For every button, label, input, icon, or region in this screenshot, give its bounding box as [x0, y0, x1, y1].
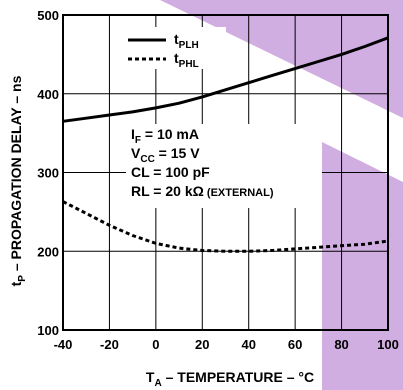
- decorative-panel-right: [322, 142, 403, 390]
- x-axis-label: TA – TEMPERATURE – °C: [146, 369, 314, 389]
- annotation-line: RL = 20 kΩ (EXTERNAL): [131, 183, 274, 199]
- y-tick-label: 200: [37, 244, 59, 259]
- x-tick-label: 40: [241, 337, 255, 352]
- annotation-background: [126, 124, 322, 208]
- x-tick-label: -40: [54, 337, 73, 352]
- series-line-tphl: [62, 200, 389, 253]
- annotation-line: VCC = 15 V: [131, 145, 200, 165]
- legend-label: tPHL: [174, 50, 199, 70]
- y-tick-label: 400: [37, 87, 59, 102]
- annotation-line: IF = 10 mA: [131, 126, 199, 146]
- legend-background: [122, 27, 226, 69]
- annotation-line: CL = 100 pF: [131, 164, 210, 180]
- x-tick-label: 100: [377, 337, 399, 352]
- x-tick-label: -20: [100, 337, 119, 352]
- y-axis-label: tP – PROPAGATION DELAY – ns: [8, 75, 28, 286]
- x-tick-label: 60: [288, 337, 302, 352]
- legend-label: tPLH: [174, 31, 199, 51]
- x-tick-label: 20: [195, 337, 209, 352]
- y-tick-label: 300: [37, 166, 59, 181]
- x-tick-label: 80: [334, 337, 348, 352]
- y-tick-label: 100: [37, 323, 59, 338]
- plot-frame: [62, 14, 389, 331]
- series-line-tplh: [62, 36, 389, 123]
- y-tick-label: 500: [37, 8, 59, 23]
- x-tick-label: 0: [152, 337, 159, 352]
